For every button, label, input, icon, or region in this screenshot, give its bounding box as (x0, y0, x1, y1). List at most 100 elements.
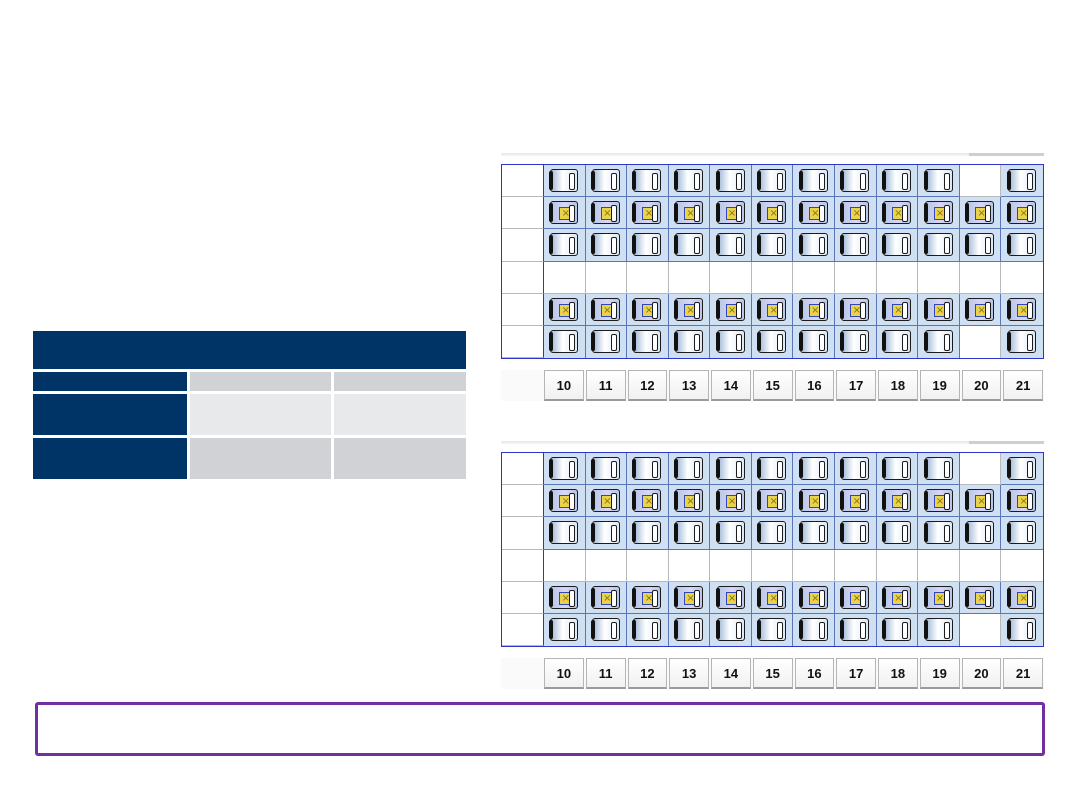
exit-row-seat-icon[interactable]: × (965, 585, 995, 609)
exit-row-seat-icon[interactable]: × (632, 201, 662, 225)
column-number-button[interactable]: 12 (627, 370, 668, 401)
exit-row-seat-icon[interactable]: × (965, 201, 995, 225)
exit-row-seat-icon[interactable]: × (923, 297, 953, 321)
exit-row-seat-icon[interactable]: × (757, 201, 787, 225)
seat-cell-20[interactable]: × (959, 485, 1002, 518)
seat-cell-15[interactable]: × (751, 197, 794, 230)
seat-cell-15[interactable] (751, 517, 794, 550)
seat-icon[interactable] (1007, 330, 1037, 354)
exit-row-seat-icon[interactable]: × (632, 489, 662, 513)
exit-row-seat-icon[interactable]: × (549, 201, 579, 225)
seat-icon[interactable] (757, 233, 787, 257)
seat-icon[interactable] (590, 618, 620, 642)
seat-cell-20[interactable]: × (959, 293, 1002, 326)
exit-row-seat-icon[interactable]: × (840, 585, 870, 609)
seat-cell-10[interactable]: × (544, 197, 586, 230)
exit-row-seat-icon[interactable]: × (757, 297, 787, 321)
column-number-button[interactable]: 16 (794, 370, 835, 401)
exit-row-seat-icon[interactable]: × (590, 489, 620, 513)
seat-cell-13[interactable]: × (668, 581, 711, 614)
seat-cell-17[interactable] (835, 613, 877, 646)
seat-cell-15[interactable] (751, 229, 794, 262)
seat-cell-21[interactable] (1001, 325, 1043, 358)
exit-row-seat-icon[interactable]: × (881, 489, 911, 513)
exit-row-seat-icon[interactable]: × (590, 585, 620, 609)
seat-cell-20[interactable] (959, 229, 1002, 262)
column-number-button[interactable]: 20 (961, 658, 1002, 689)
seat-cell-14[interactable] (710, 165, 752, 198)
seat-cell-17[interactable]: × (835, 293, 877, 326)
seat-icon[interactable] (715, 169, 745, 193)
seat-cell-21[interactable]: × (1001, 485, 1043, 518)
column-number-button[interactable]: 10 (544, 370, 584, 401)
seat-icon[interactable] (798, 618, 828, 642)
seat-icon[interactable] (715, 457, 745, 481)
seat-cell-20[interactable]: × (959, 581, 1002, 614)
exit-row-seat-icon[interactable]: × (923, 489, 953, 513)
seat-icon[interactable] (715, 330, 745, 354)
seat-icon[interactable] (798, 169, 828, 193)
seat-cell-19[interactable]: × (918, 293, 960, 326)
seat-cell-18[interactable] (876, 613, 919, 646)
exit-row-seat-icon[interactable]: × (549, 585, 579, 609)
seat-cell-16[interactable] (793, 453, 836, 486)
column-number-button[interactable]: 20 (961, 370, 1002, 401)
seat-icon[interactable] (674, 169, 704, 193)
seat-cell-16[interactable]: × (793, 485, 836, 518)
seat-icon[interactable] (923, 457, 953, 481)
seat-cell-14[interactable]: × (710, 197, 752, 230)
seat-cell-12[interactable] (627, 165, 669, 198)
seat-icon[interactable] (549, 233, 579, 257)
seat-cell-15[interactable]: × (751, 581, 794, 614)
exit-row-seat-icon[interactable]: × (632, 297, 662, 321)
seat-icon[interactable] (632, 169, 662, 193)
column-number-button[interactable]: 13 (669, 370, 709, 401)
exit-row-seat-icon[interactable]: × (881, 297, 911, 321)
seat-icon[interactable] (757, 521, 787, 545)
seat-cell-21[interactable] (1001, 517, 1043, 550)
column-number-button[interactable]: 17 (836, 658, 876, 689)
exit-row-seat-icon[interactable]: × (840, 297, 870, 321)
seat-cell-18[interactable]: × (876, 485, 919, 518)
column-number-button[interactable]: 19 (919, 658, 960, 689)
exit-row-seat-icon[interactable]: × (674, 201, 704, 225)
column-number-button[interactable]: 17 (836, 370, 876, 401)
seat-icon[interactable] (840, 233, 870, 257)
seat-icon[interactable] (590, 521, 620, 545)
seat-cell-20[interactable] (959, 517, 1002, 550)
seat-icon[interactable] (632, 521, 662, 545)
exit-row-seat-icon[interactable]: × (715, 201, 745, 225)
seat-icon[interactable] (674, 457, 704, 481)
exit-row-seat-icon[interactable]: × (715, 489, 745, 513)
seat-cell-11[interactable] (585, 453, 628, 486)
seat-icon[interactable] (798, 330, 828, 354)
seat-cell-19[interactable] (918, 613, 960, 646)
seat-cell-21[interactable]: × (1001, 581, 1043, 614)
seat-cell-11[interactable]: × (585, 197, 628, 230)
column-number-button[interactable]: 21 (1003, 658, 1043, 689)
seat-icon[interactable] (1007, 521, 1037, 545)
exit-row-seat-icon[interactable]: × (674, 585, 704, 609)
seat-cell-13[interactable] (668, 229, 711, 262)
exit-row-seat-icon[interactable]: × (1007, 585, 1037, 609)
seat-cell-21[interactable] (1001, 453, 1043, 486)
exit-row-seat-icon[interactable]: × (965, 297, 995, 321)
column-number-button[interactable]: 11 (585, 658, 626, 689)
column-number-button[interactable]: 14 (711, 370, 751, 401)
column-number-button[interactable]: 21 (1003, 370, 1043, 401)
seat-cell-19[interactable] (918, 325, 960, 358)
seat-cell-12[interactable] (627, 453, 669, 486)
column-number-button[interactable]: 18 (878, 370, 918, 401)
seat-icon[interactable] (632, 618, 662, 642)
seat-icon[interactable] (923, 169, 953, 193)
exit-row-seat-icon[interactable]: × (923, 585, 953, 609)
seat-cell-12[interactable] (627, 517, 669, 550)
seat-cell-10[interactable] (544, 229, 586, 262)
column-number-button[interactable]: 11 (585, 370, 626, 401)
seat-cell-18[interactable] (876, 453, 919, 486)
seat-cell-18[interactable] (876, 165, 919, 198)
seat-cell-10[interactable] (544, 453, 586, 486)
seat-icon[interactable] (674, 521, 704, 545)
seat-icon[interactable] (881, 457, 911, 481)
seat-icon[interactable] (632, 457, 662, 481)
